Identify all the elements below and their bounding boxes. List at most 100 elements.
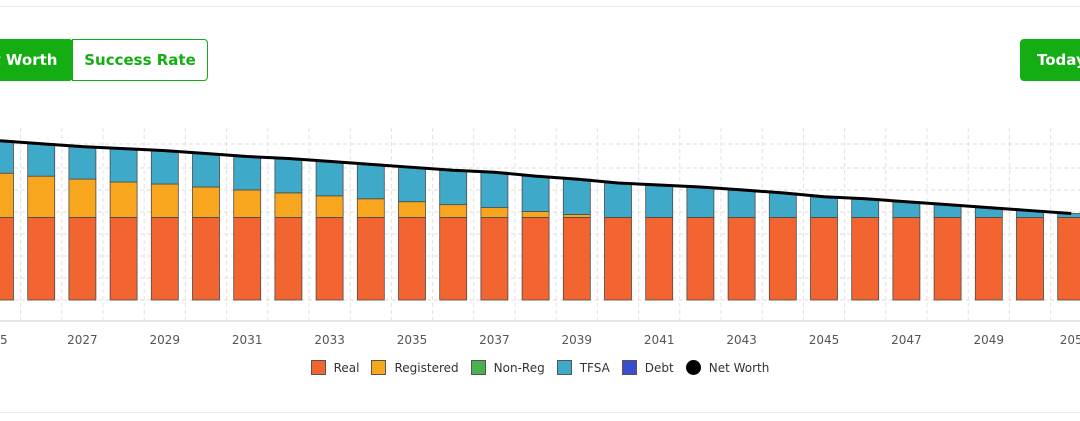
- bar-segment-tfsa-2046: [851, 198, 880, 218]
- x-tick-label: 2043: [726, 333, 757, 347]
- bar-segment-registered-2026: [27, 175, 56, 218]
- bar-segment-tfsa-2047: [892, 201, 921, 218]
- bottom-divider: [0, 412, 1080, 413]
- bar-segment-real-2036: [439, 217, 468, 301]
- bar-segment-real-2047: [892, 217, 921, 301]
- bar-segment-registered-2030: [192, 186, 220, 218]
- legend-swatch-nonreg: [470, 360, 486, 375]
- bar-segment-real-2030: [192, 217, 220, 301]
- x-tick-label: 2041: [644, 333, 675, 347]
- today-dollars-button[interactable]: Today: [1020, 39, 1080, 81]
- bar-segment-tfsa-2034: [356, 163, 385, 200]
- bar-segment-real-2035: [398, 217, 426, 301]
- bar-segment-real-2037: [480, 217, 509, 301]
- x-tick-label: 2045: [809, 333, 840, 347]
- bar-segment-real-2051: [1057, 217, 1080, 301]
- legend-label-real: Real: [333, 360, 360, 375]
- bar-segment-real-2040: [604, 217, 632, 301]
- bar-segment-registered-2029: [150, 183, 179, 218]
- bar-segment-real-2042: [686, 217, 715, 301]
- legend-item-real[interactable]: Real: [310, 360, 360, 375]
- bar-segment-registered-2027: [68, 178, 97, 218]
- legend-swatch-net-worth: [685, 360, 701, 375]
- bar-segment-tfsa-2036: [439, 169, 468, 206]
- bar-segment-tfsa-2035: [398, 166, 426, 203]
- bar-segment-tfsa-2043: [727, 189, 756, 218]
- bar-segment-tfsa-2028: [109, 148, 138, 183]
- bar-segment-tfsa-2029: [150, 150, 179, 185]
- bar-segment-real-2046: [851, 217, 880, 301]
- bar-segment-registered-2037: [480, 207, 509, 218]
- legend-item-registered[interactable]: Registered: [371, 360, 459, 375]
- x-tick-label: 2047: [891, 333, 922, 347]
- bar-segment-registered-2039: [562, 214, 591, 218]
- net-worth-line: [0, 139, 1072, 216]
- bar-segment-real-2043: [727, 217, 756, 301]
- bar-segment-real-2038: [521, 217, 550, 301]
- net-worth-tab-button[interactable]: t Worth: [0, 39, 73, 81]
- bar-segment-tfsa-2045: [810, 196, 838, 218]
- x-tick-label: 2035: [397, 333, 428, 347]
- bar-segment-registered-2028: [109, 181, 138, 218]
- bar-segment-tfsa-2033: [315, 161, 344, 197]
- bar-segment-real-2050: [1016, 217, 1044, 301]
- success-rate-tab-button[interactable]: Success Rate: [72, 39, 208, 81]
- legend-swatch-real: [310, 360, 326, 375]
- bar-segment-tfsa-2030: [192, 153, 220, 188]
- legend-label-tfsa: TFSA: [579, 360, 610, 375]
- x-tick-label: 2033: [314, 333, 345, 347]
- legend-item-debt[interactable]: Debt: [621, 360, 674, 375]
- x-tick-label: 25: [0, 333, 8, 347]
- bar-segment-real-2028: [109, 217, 138, 301]
- bar-segment-real-2044: [768, 217, 797, 301]
- legend-swatch-registered: [371, 360, 387, 375]
- bar-segment-tfsa-2027: [68, 146, 97, 180]
- chart-legend: Real Registered Non-Reg TFSA Debt Net Wo…: [0, 360, 1080, 375]
- bar-segment-real-2048: [933, 217, 962, 301]
- legend-label-net-worth: Net Worth: [708, 360, 770, 375]
- bar-segment-tfsa-2044: [768, 192, 797, 218]
- legend-swatch-debt: [621, 360, 637, 375]
- bar-segment-tfsa-2031: [233, 156, 262, 191]
- bar-segment-tfsa-2026: [27, 143, 56, 177]
- bar-segment-real-2039: [562, 217, 591, 301]
- bar-segment-tfsa-2040: [604, 182, 632, 218]
- bar-segment-registered-2032: [274, 192, 303, 218]
- legend-label-nonreg: Non-Reg: [493, 360, 545, 375]
- bar-segment-real-2033: [315, 217, 344, 301]
- legend-item-net-worth[interactable]: Net Worth: [685, 360, 770, 375]
- bar-segment-real-2041: [645, 217, 674, 301]
- x-tick-label: 205: [1060, 333, 1080, 347]
- bar-segment-tfsa-2042: [686, 186, 715, 218]
- bar-segment-registered-2036: [439, 204, 468, 218]
- x-tick-label: 2031: [232, 333, 263, 347]
- bar-segment-tfsa-2041: [645, 184, 674, 218]
- x-tick-label: 2027: [67, 333, 98, 347]
- bar-segment-registered-2034: [356, 198, 385, 218]
- bar-segment-real-2025: [0, 217, 14, 301]
- bar-segment-registered-2035: [398, 201, 426, 218]
- x-tick-label: 2049: [974, 333, 1005, 347]
- bar-segment-tfsa-2039: [562, 178, 591, 215]
- bar-segment-tfsa-2025: [0, 140, 14, 174]
- bar-segment-registered-2031: [233, 189, 262, 218]
- bar-segment-real-2045: [810, 217, 838, 301]
- legend-item-nonreg[interactable]: Non-Reg: [470, 360, 545, 375]
- legend-swatch-tfsa: [556, 360, 572, 375]
- bar-segment-registered-2033: [315, 195, 344, 218]
- legend-label-debt: Debt: [644, 360, 674, 375]
- x-tick-label: 2037: [479, 333, 510, 347]
- bar-segment-real-2032: [274, 217, 303, 301]
- bar-segment-tfsa-2038: [521, 175, 550, 212]
- x-tick-label: 2029: [150, 333, 181, 347]
- bar-segment-real-2031: [233, 217, 262, 301]
- legend-item-tfsa[interactable]: TFSA: [556, 360, 610, 375]
- bar-segment-real-2034: [356, 217, 385, 301]
- x-tick-label: 2039: [562, 333, 593, 347]
- bar-segment-real-2026: [27, 217, 56, 301]
- bar-segment-tfsa-2032: [274, 158, 303, 194]
- bar-segment-real-2029: [150, 217, 179, 301]
- bar-segment-real-2027: [68, 217, 97, 301]
- top-divider: [0, 6, 1080, 7]
